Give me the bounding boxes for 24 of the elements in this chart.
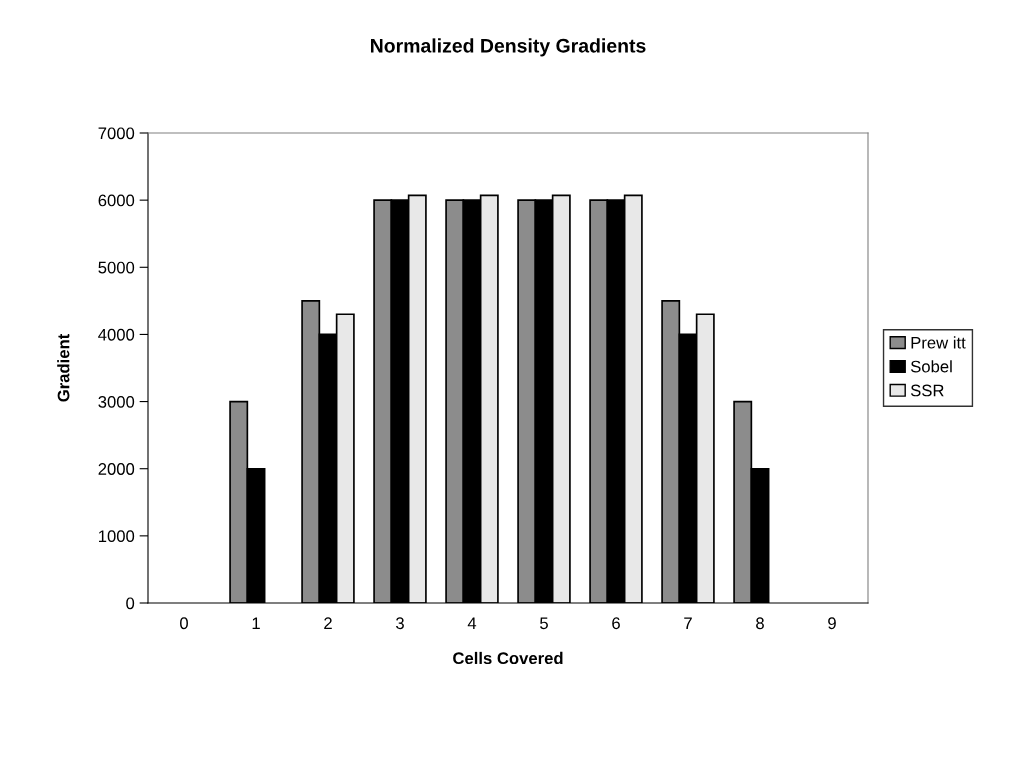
y-tick-label: 3000 [98,395,135,408]
y-tick-label: 1000 [99,530,135,543]
x-tick-label: 9 [828,617,836,630]
y-tick-label: 2000 [98,463,135,475]
y-tick-label: 4000 [98,328,135,341]
chart-title: Normalized Density Gradients [371,38,646,57]
x-tick-label: 4 [467,617,477,629]
y-tick-label: 0 [126,597,135,610]
x-tick-label: 6 [612,617,620,630]
x-axis-title: Cells Covered [453,651,563,665]
y-tick-label: 5000 [98,261,135,274]
x-tick-label: 8 [756,617,764,630]
legend-label: SSR [910,384,944,397]
x-tick-label: 2 [324,617,332,629]
y-axis-title: Gradient [57,333,70,402]
legend-label: Sobel [910,360,952,373]
x-tick-label: 3 [396,617,404,630]
x-tick-label: 7 [684,617,692,629]
y-tick-label: 7000 [98,127,135,140]
x-tick-label: 0 [180,617,188,630]
x-tick-label: 5 [540,617,548,630]
legend-label: Prew itt [911,336,966,349]
x-tick-label: 1 [252,617,260,629]
y-tick-label: 6000 [98,194,135,207]
